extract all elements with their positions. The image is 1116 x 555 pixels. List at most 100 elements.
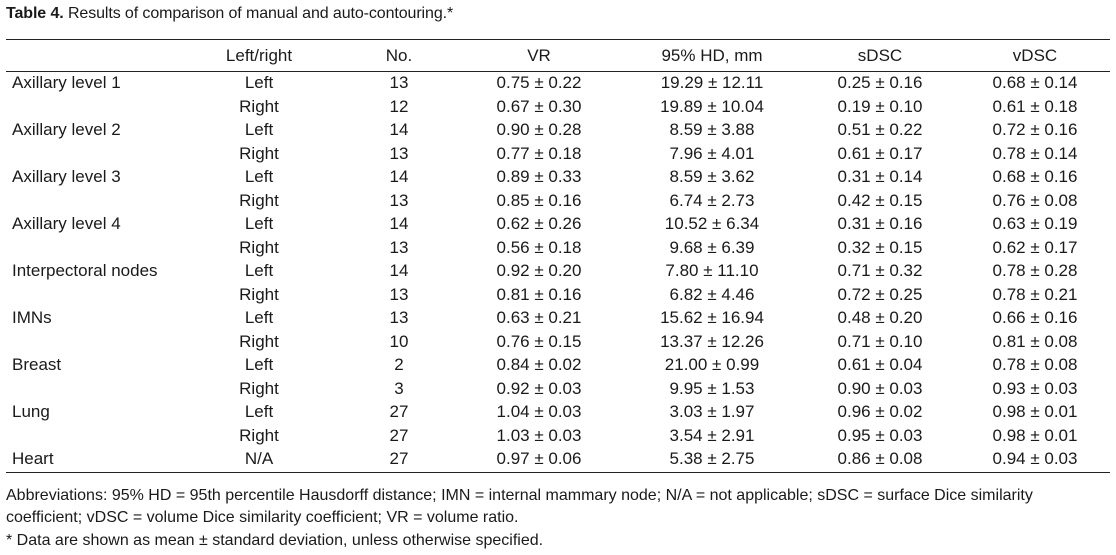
cell-structure [6, 377, 174, 401]
abbreviations-footnote: Abbreviations: 95% HD = 95th percentile … [6, 487, 1033, 526]
header-vdsc: vDSC [1012, 45, 1058, 65]
cell-sdsc: 0.32 ± 0.15 [837, 237, 923, 257]
cell-95-hd: 19.29 ± 12.11 [660, 73, 764, 93]
cell-95-hd: 7.96 ± 4.01 [669, 143, 755, 163]
cell-no: 13 [389, 237, 409, 257]
cell-95-hd: 8.59 ± 3.62 [669, 167, 755, 187]
cell-vdsc: 0.98 ± 0.01 [992, 402, 1078, 422]
cell-vdsc: 0.68 ± 0.14 [992, 73, 1078, 93]
cell-vdsc: 0.63 ± 0.19 [992, 214, 1078, 234]
cell-vdsc: 0.76 ± 0.08 [992, 190, 1078, 210]
table-row: Breast Left 2 0.84 ± 0.02 21.00 ± 0.99 0.61 ±… [6, 353, 1110, 377]
cell-vdsc: 0.94 ± 0.03 [992, 449, 1078, 469]
cell-structure: IMNs [12, 308, 52, 328]
cell-no: 27 [389, 449, 409, 469]
cell-vdsc: 0.62 ± 0.17 [992, 237, 1078, 257]
cell-95-hd: 10.52 ± 6.34 [664, 214, 760, 234]
cell-no: 14 [389, 120, 409, 140]
cell-structure: Lung [12, 402, 50, 422]
cell-left-right: N/A [244, 449, 274, 469]
cell-vr: 0.62 ± 0.26 [496, 214, 582, 234]
cell-sdsc: 0.72 ± 0.25 [837, 284, 923, 304]
cell-no: 2 [394, 355, 404, 375]
results-table: Left/right No. VR 95% HD, mm sDSC vDSC A… [6, 40, 1110, 471]
cell-sdsc: 0.25 ± 0.16 [837, 73, 923, 93]
cell-vdsc: 0.93 ± 0.03 [992, 378, 1078, 398]
cell-structure: Axillary level 1 [12, 73, 121, 93]
cell-sdsc: 0.95 ± 0.03 [837, 425, 923, 445]
cell-vdsc: 0.78 ± 0.14 [992, 143, 1078, 163]
cell-sdsc: 0.48 ± 0.20 [837, 308, 923, 328]
cell-sdsc: 0.90 ± 0.03 [837, 378, 923, 398]
cell-no: 14 [389, 261, 409, 281]
table-header-row: Left/right No. VR 95% HD, mm sDSC vDSC [6, 40, 1110, 71]
table-bottom-rule [6, 472, 1110, 473]
cell-structure [6, 189, 174, 213]
cell-no: 10 [389, 331, 409, 351]
cell-95-hd: 9.95 ± 1.53 [669, 378, 755, 398]
table-caption-text: Results of comparison of manual and auto… [63, 5, 454, 22]
cell-sdsc: 0.19 ± 0.10 [837, 96, 923, 116]
cell-vdsc: 0.68 ± 0.16 [992, 167, 1078, 187]
cell-vr: 0.75 ± 0.22 [496, 73, 582, 93]
cell-vr: 0.77 ± 0.18 [496, 143, 582, 163]
table-row: IMNs Left 13 0.63 ± 0.21 15.62 ± 16.94 0.48 ±… [6, 306, 1110, 330]
table-row: Right 13 0.85 ± 0.16 6.74 ± 2.73 0.42 ± 0.15… [6, 189, 1110, 213]
cell-vdsc: 0.78 ± 0.08 [992, 355, 1078, 375]
cell-structure: Heart [12, 449, 54, 469]
cell-left-right: Right [239, 378, 279, 398]
cell-no: 13 [389, 73, 409, 93]
cell-sdsc: 0.86 ± 0.08 [837, 449, 923, 469]
table-row: Axillary level 1 Left 13 0.75 ± 0.22 19.29 ±… [6, 71, 1110, 95]
cell-no: 13 [389, 190, 409, 210]
cell-left-right: Right [239, 331, 279, 351]
cell-vr: 0.84 ± 0.02 [496, 355, 582, 375]
cell-vr: 0.97 ± 0.06 [496, 449, 582, 469]
cell-structure: Axillary level 2 [12, 120, 121, 140]
header-no: No. [385, 45, 413, 65]
cell-vr: 0.92 ± 0.20 [496, 261, 582, 281]
cell-structure [6, 142, 174, 166]
cell-95-hd: 21.00 ± 0.99 [664, 355, 760, 375]
cell-structure: Axillary level 4 [12, 214, 121, 234]
cell-95-hd: 5.38 ± 2.75 [669, 449, 755, 469]
cell-left-right: Left [244, 120, 274, 140]
cell-vdsc: 0.81 ± 0.08 [992, 331, 1078, 351]
table-row: Lung Left 27 1.04 ± 0.03 3.03 ± 1.97 0.96 ± 0… [6, 400, 1110, 424]
cell-no: 14 [389, 214, 409, 234]
cell-no: 12 [389, 96, 409, 116]
cell-95-hd: 6.74 ± 2.73 [669, 190, 755, 210]
cell-vr: 1.04 ± 0.03 [496, 402, 582, 422]
cell-left-right: Left [244, 73, 274, 93]
cell-95-hd: 3.03 ± 1.97 [669, 402, 755, 422]
cell-left-right: Left [244, 308, 274, 328]
cell-vr: 0.76 ± 0.15 [496, 331, 582, 351]
table-row: Right 12 0.67 ± 0.30 19.89 ± 10.04 0.19 ± 0.… [6, 95, 1110, 119]
table-body: Axillary level 1 Left 13 0.75 ± 0.22 19.29 ±… [6, 71, 1110, 471]
cell-vr: 0.90 ± 0.28 [496, 120, 582, 140]
table-row: Right 10 0.76 ± 0.15 13.37 ± 12.26 0.71 ± 0.… [6, 330, 1110, 354]
cell-no: 13 [389, 143, 409, 163]
header-structure [6, 40, 174, 71]
cell-vr: 0.63 ± 0.21 [496, 308, 582, 328]
table-row: Right 13 0.77 ± 0.18 7.96 ± 4.01 0.61 ± 0.17… [6, 142, 1110, 166]
cell-no: 13 [389, 308, 409, 328]
cell-sdsc: 0.31 ± 0.14 [837, 167, 923, 187]
cell-left-right: Right [239, 425, 279, 445]
cell-vdsc: 0.98 ± 0.01 [992, 425, 1078, 445]
cell-vr: 0.92 ± 0.03 [496, 378, 582, 398]
cell-structure [6, 95, 174, 119]
table-row: Axillary level 4 Left 14 0.62 ± 0.26 10.52 ±… [6, 212, 1110, 236]
cell-no: 27 [389, 402, 409, 422]
cell-structure [6, 283, 174, 307]
cell-left-right: Right [239, 284, 279, 304]
table-row: Right 3 0.92 ± 0.03 9.95 ± 1.53 0.90 ± 0.03 0… [6, 377, 1110, 401]
table-row: Interpectoral nodes Left 14 0.92 ± 0.20 7.80… [6, 259, 1110, 283]
cell-left-right: Left [244, 261, 274, 281]
cell-vr: 0.89 ± 0.33 [496, 167, 582, 187]
cell-vdsc: 0.66 ± 0.16 [992, 308, 1078, 328]
cell-no: 13 [389, 284, 409, 304]
cell-sdsc: 0.42 ± 0.15 [837, 190, 923, 210]
cell-vdsc: 0.72 ± 0.16 [992, 120, 1078, 140]
cell-vdsc: 0.78 ± 0.21 [992, 284, 1078, 304]
